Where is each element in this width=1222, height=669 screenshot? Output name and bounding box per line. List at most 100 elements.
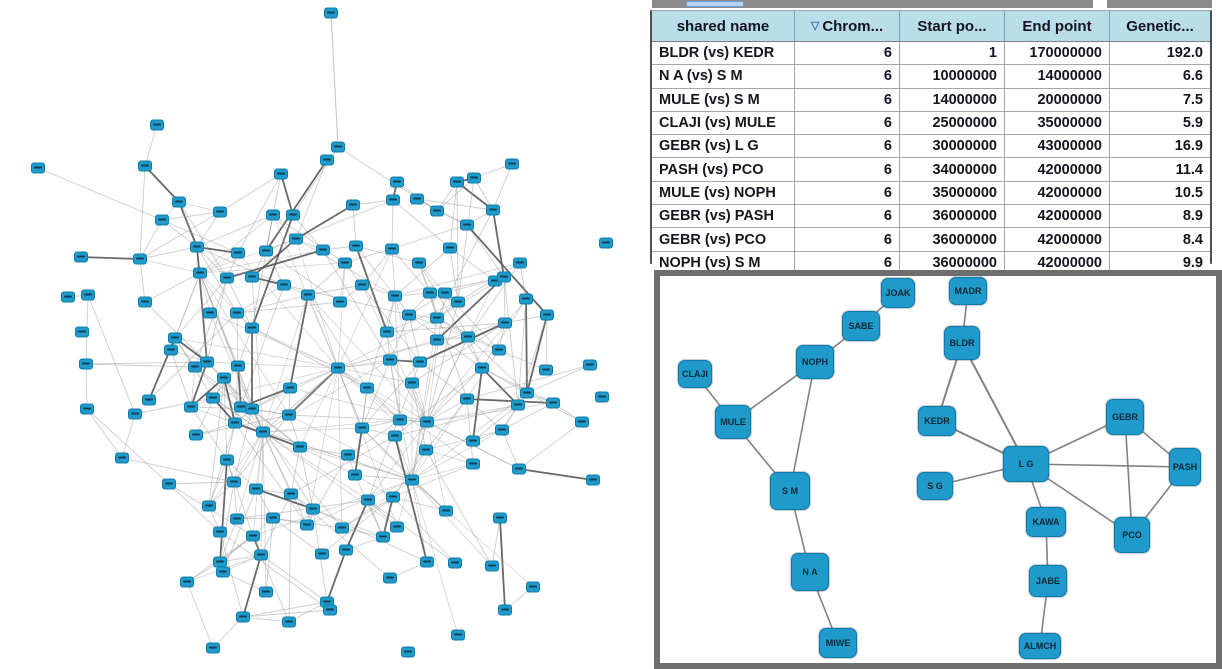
table-row[interactable]: GEBR (vs) PASH 6 36000000 42000000 8.9	[652, 205, 1210, 229]
network-node[interactable]	[190, 241, 204, 253]
network-node[interactable]	[388, 430, 402, 442]
network-node[interactable]	[254, 549, 268, 561]
network-node[interactable]	[493, 512, 507, 524]
subnetwork-node-miwe[interactable]: MIWE	[819, 628, 857, 658]
network-node[interactable]	[466, 458, 480, 470]
network-node[interactable]	[393, 414, 407, 426]
network-node[interactable]	[259, 586, 273, 598]
network-node[interactable]	[451, 296, 465, 308]
network-node[interactable]	[217, 372, 231, 384]
table-scroll-strip[interactable]	[652, 0, 1212, 8]
network-node[interactable]	[283, 382, 297, 394]
network-node[interactable]	[335, 522, 349, 534]
network-node[interactable]	[259, 245, 273, 257]
network-node[interactable]	[460, 393, 474, 405]
network-node[interactable]	[277, 279, 291, 291]
table-row[interactable]: BLDR (vs) KEDR 6 1 170000000 192.0	[652, 42, 1210, 66]
network-node[interactable]	[324, 7, 338, 19]
network-node[interactable]	[203, 307, 217, 319]
network-node[interactable]	[220, 272, 234, 284]
subnetwork-node-kedr[interactable]: KEDR	[918, 406, 956, 436]
network-node[interactable]	[383, 572, 397, 584]
network-node[interactable]	[346, 199, 360, 211]
network-node[interactable]	[349, 240, 363, 252]
network-node[interactable]	[245, 271, 259, 283]
filter-funnel-icon[interactable]: ▽	[810, 19, 820, 32]
network-node[interactable]	[184, 401, 198, 413]
subnetwork-node-n-a[interactable]: N A	[791, 553, 829, 591]
network-node[interactable]	[341, 449, 355, 461]
subnetwork-node-gebr[interactable]: GEBR	[1106, 399, 1144, 435]
network-node[interactable]	[202, 500, 216, 512]
network-node[interactable]	[485, 560, 499, 572]
network-node[interactable]	[315, 548, 329, 560]
network-node[interactable]	[460, 219, 474, 231]
subnetwork-node-jabe[interactable]: JABE	[1029, 565, 1067, 597]
network-node[interactable]	[339, 544, 353, 556]
network-node[interactable]	[413, 356, 427, 368]
network-node[interactable]	[180, 576, 194, 588]
table-row[interactable]: GEBR (vs) L G 6 30000000 43000000 16.9	[652, 135, 1210, 159]
network-node[interactable]	[497, 271, 511, 283]
network-node[interactable]	[282, 409, 296, 421]
network-node[interactable]	[390, 176, 404, 188]
network-node[interactable]	[188, 361, 202, 373]
network-node[interactable]	[520, 387, 534, 399]
network-node[interactable]	[383, 354, 397, 366]
subnetwork-node-almch[interactable]: ALMCH	[1019, 633, 1061, 659]
network-node[interactable]	[450, 176, 464, 188]
network-node[interactable]	[206, 392, 220, 404]
network-node[interactable]	[323, 604, 337, 616]
network-node[interactable]	[586, 474, 600, 486]
network-node[interactable]	[511, 399, 525, 411]
network-node[interactable]	[133, 253, 147, 265]
network-node[interactable]	[138, 160, 152, 172]
network-node[interactable]	[405, 377, 419, 389]
network-node[interactable]	[401, 646, 415, 658]
network-node[interactable]	[386, 194, 400, 206]
network-node[interactable]	[513, 257, 527, 269]
network-node[interactable]	[540, 309, 554, 321]
subnetwork-node-joak[interactable]: JOAK	[881, 278, 915, 308]
network-node[interactable]	[320, 154, 334, 166]
network-node[interactable]	[331, 141, 345, 153]
network-node[interactable]	[128, 408, 142, 420]
network-node[interactable]	[361, 494, 375, 506]
network-node[interactable]	[220, 454, 234, 466]
network-node[interactable]	[526, 581, 540, 593]
network-node[interactable]	[438, 287, 452, 299]
network-node[interactable]	[289, 233, 303, 245]
column-header-0[interactable]: shared name	[652, 11, 795, 41]
network-node[interactable]	[443, 242, 457, 254]
network-node[interactable]	[80, 403, 94, 415]
network-node[interactable]	[256, 426, 270, 438]
network-node[interactable]	[230, 307, 244, 319]
network-node[interactable]	[115, 452, 129, 464]
column-header-2[interactable]: Start po...	[900, 11, 1005, 41]
network-node[interactable]	[492, 344, 506, 356]
network-node[interactable]	[79, 358, 93, 370]
network-node[interactable]	[162, 478, 176, 490]
scroll-thumb[interactable]	[686, 1, 744, 7]
network-node[interactable]	[61, 291, 75, 303]
subnetwork-node-madr[interactable]: MADR	[949, 277, 987, 305]
network-node[interactable]	[385, 243, 399, 255]
network-node[interactable]	[410, 193, 424, 205]
network-node[interactable]	[486, 204, 500, 216]
network-node[interactable]	[420, 416, 434, 428]
table-row[interactable]: MULE (vs) NOPH 6 35000000 42000000 10.5	[652, 181, 1210, 206]
network-node[interactable]	[512, 463, 526, 475]
network-node[interactable]	[412, 257, 426, 269]
network-node[interactable]	[216, 566, 230, 578]
network-node[interactable]	[189, 429, 203, 441]
network-node[interactable]	[348, 469, 362, 481]
column-header-1[interactable]: ▽ Chrom...	[795, 11, 900, 41]
network-node[interactable]	[150, 119, 164, 131]
network-node[interactable]	[266, 512, 280, 524]
network-node[interactable]	[402, 309, 416, 321]
network-node[interactable]	[300, 519, 314, 531]
network-node[interactable]	[75, 326, 89, 338]
network-node[interactable]	[245, 322, 259, 334]
subnetwork-node-s-g[interactable]: S G	[917, 472, 953, 500]
network-node[interactable]	[599, 237, 613, 249]
